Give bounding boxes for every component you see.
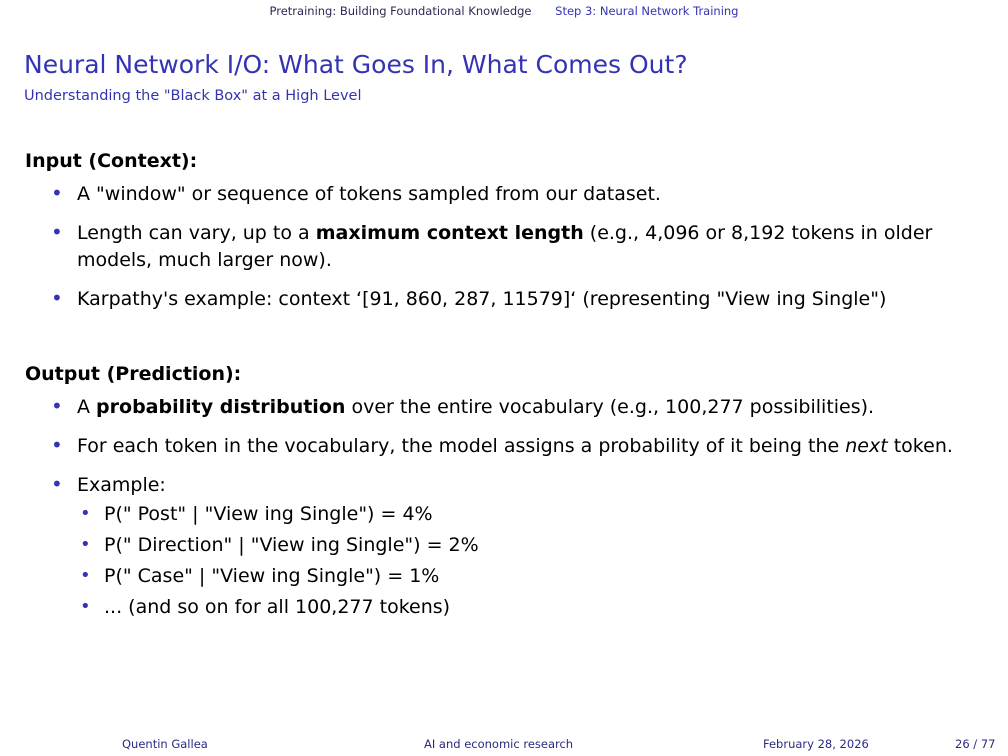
bullet-icon: • — [80, 565, 91, 586]
bullet-icon: • — [51, 181, 63, 205]
list-item: • For each token in the vocabulary, the m… — [51, 433, 953, 457]
sub-list-item: • P(" Case" | "View ing Single") = 1% — [25, 563, 990, 590]
output-heading: Output (Prediction): — [25, 363, 242, 385]
list-item: • A probability distribution over the ent… — [51, 394, 875, 418]
bullet-icon: • — [80, 534, 91, 555]
bullet-icon: • — [80, 503, 91, 524]
list-item: • Karpathy's example: context ‘[91, 860, … — [51, 286, 887, 310]
header-nav: Pretraining: Building Foundational Knowl… — [0, 4, 1008, 18]
sub-list-item: •... (and so on for all 100,277 tokens) — [25, 594, 990, 621]
bullet-icon: • — [80, 596, 91, 617]
sub-list-item: • P(" Direction" | "View ing Single") = 2… — [25, 532, 990, 559]
page-title: Neural Network I/O: What Goes In, What C… — [24, 50, 688, 79]
section-link[interactable]: Pretraining: Building Foundational Knowl… — [269, 4, 532, 18]
bullet-icon: • — [51, 472, 63, 496]
footer-author: Quentin Gallea — [122, 737, 208, 751]
bullet-icon: • — [51, 286, 63, 310]
bullet-icon: • — [51, 394, 63, 418]
input-section: Input (Context): • A "window" or sequence… — [25, 148, 995, 325]
page-number: 26 / 77 — [955, 737, 996, 751]
list-item: • A "window" or sequence of tokens sample… — [51, 181, 661, 205]
footer-date: February 28, 2026 — [763, 737, 869, 751]
subsection-link[interactable]: Step 3: Neural Network Training — [555, 4, 739, 18]
list-item: • Length can vary, up to a maximum contex… — [51, 220, 933, 271]
input-heading: Input (Context): — [25, 150, 198, 172]
bullet-icon: • — [51, 433, 63, 457]
footer-talk-title: AI and economic research — [424, 737, 574, 751]
page-subtitle: Understanding the "Black Box" at a High … — [24, 88, 362, 104]
output-section: Output (Prediction): • A probability dist… — [25, 361, 990, 625]
sub-list-item: • P(" Post" | "View ing Single") = 4% — [25, 501, 990, 528]
bullet-icon: • — [51, 220, 63, 244]
list-item: • Example: — [51, 472, 166, 496]
